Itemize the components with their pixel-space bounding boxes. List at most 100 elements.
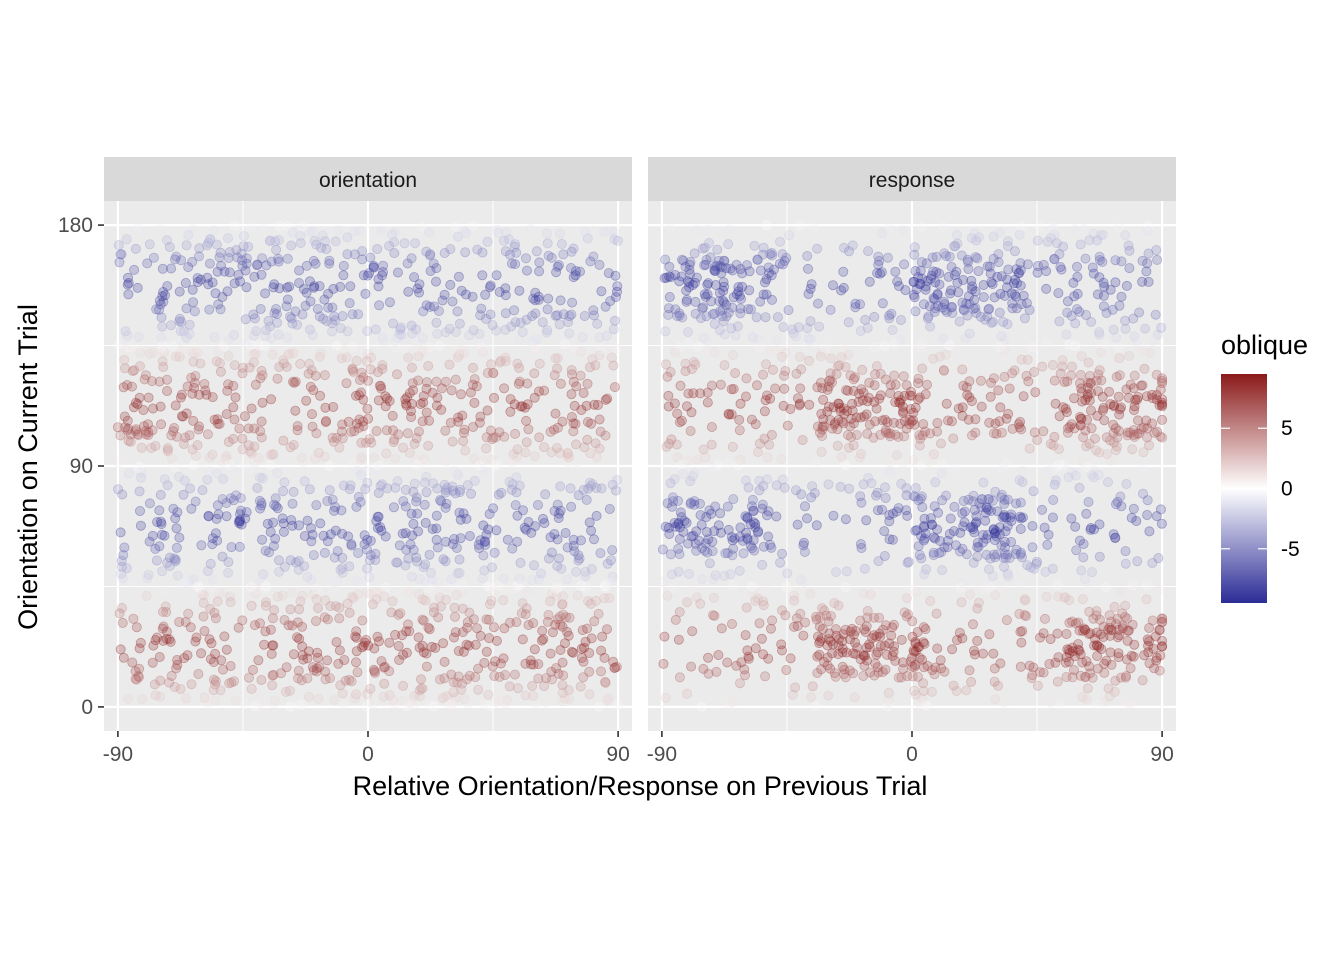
scatter-point [482, 405, 493, 416]
scatter-point [454, 507, 465, 518]
y-axis-title: Orientation on Current Trial [13, 304, 43, 630]
scatter-point [423, 360, 434, 371]
scatter-point [304, 358, 315, 369]
scatter-point [594, 701, 605, 712]
scatter-point [173, 471, 184, 482]
scatter-point [226, 542, 237, 553]
scatter-point [552, 310, 563, 321]
scatter-point [355, 387, 366, 398]
scatter-point [241, 253, 252, 264]
scatter-point [890, 266, 901, 277]
scatter-point [272, 373, 283, 384]
scatter-point [568, 272, 579, 283]
scatter-point [756, 633, 767, 644]
scatter-point [464, 607, 475, 618]
scatter-point [172, 659, 183, 670]
scatter-point [264, 235, 275, 246]
scatter-point [491, 697, 502, 708]
scatter-point [336, 505, 347, 516]
scatter-point [115, 430, 126, 441]
scatter-point [790, 682, 801, 693]
scatter-point [229, 220, 240, 231]
scatter-point [237, 362, 248, 373]
scatter-point [1027, 542, 1038, 553]
scatter-point [711, 666, 722, 677]
scatter-point [1127, 580, 1138, 591]
scatter-point [507, 543, 518, 554]
scatter-point [398, 442, 409, 453]
scatter-point [738, 548, 749, 559]
scatter-point [221, 409, 232, 420]
scatter-point [360, 288, 371, 299]
scatter-point [479, 565, 490, 576]
scatter-point [309, 453, 320, 464]
scatter-point [375, 522, 386, 533]
scatter-point [417, 614, 428, 625]
scatter-point [987, 571, 998, 582]
scatter-point [541, 228, 552, 239]
scatter-point [475, 337, 486, 348]
scatter-point [780, 610, 791, 621]
scatter-point [341, 378, 352, 389]
scatter-point [307, 421, 318, 432]
scatter-point [239, 699, 250, 710]
scatter-point [1133, 415, 1144, 426]
scatter-point [273, 235, 284, 246]
scatter-point [464, 531, 475, 542]
scatter-point [297, 590, 308, 601]
scatter-point [133, 671, 144, 682]
gridlines [104, 201, 632, 731]
scatter-point [607, 479, 618, 490]
scatter-point [1125, 663, 1136, 674]
scatter-point [494, 671, 505, 682]
scatter-point [514, 362, 525, 373]
scatter-point [292, 617, 303, 628]
scatter-point [995, 227, 1006, 238]
scatter-point [947, 308, 958, 319]
scatter-point [370, 324, 381, 335]
scatter-point [500, 352, 511, 363]
scatter-point [728, 349, 739, 360]
scatter-point [280, 686, 291, 697]
scatter-point [249, 313, 260, 324]
scatter-point [254, 495, 265, 506]
scatter-point [547, 627, 558, 638]
scatter-point [486, 595, 497, 606]
scatter-point [381, 425, 392, 436]
scatter-point [677, 468, 688, 479]
scatter-point [341, 352, 352, 363]
scatter-point [209, 331, 220, 342]
scatter-point [231, 244, 242, 255]
scatter-point [755, 265, 766, 276]
scatter-point [1091, 445, 1102, 456]
scatter-point [432, 542, 443, 553]
scatter-point [1078, 552, 1089, 563]
scatter-point [475, 310, 486, 321]
scatter-point [1078, 539, 1089, 550]
scatter-point [949, 501, 960, 512]
scatter-point [287, 498, 298, 509]
scatter-point [464, 670, 475, 681]
scatter-point [230, 490, 241, 501]
scatter-point [121, 563, 132, 574]
scatter-point [978, 477, 989, 488]
scatter-point [1041, 283, 1052, 294]
scatter-point [465, 387, 476, 398]
scatter-point [475, 535, 486, 546]
scatter-point [403, 587, 414, 598]
scatter-point [861, 642, 872, 653]
scatter-point [886, 308, 897, 319]
scatter-point [391, 369, 402, 380]
scatter-point [346, 676, 357, 687]
scatter-point [500, 698, 511, 709]
scatter-point [604, 593, 615, 604]
scatter-point [442, 482, 453, 493]
scatter-point [566, 501, 577, 512]
scatter-point [388, 502, 399, 513]
scatter-point [761, 359, 772, 370]
scatter-point [390, 482, 401, 493]
scatter-point [215, 247, 226, 258]
scatter-point [406, 508, 417, 519]
scatter-point [734, 425, 745, 436]
scatter-point [425, 250, 436, 261]
